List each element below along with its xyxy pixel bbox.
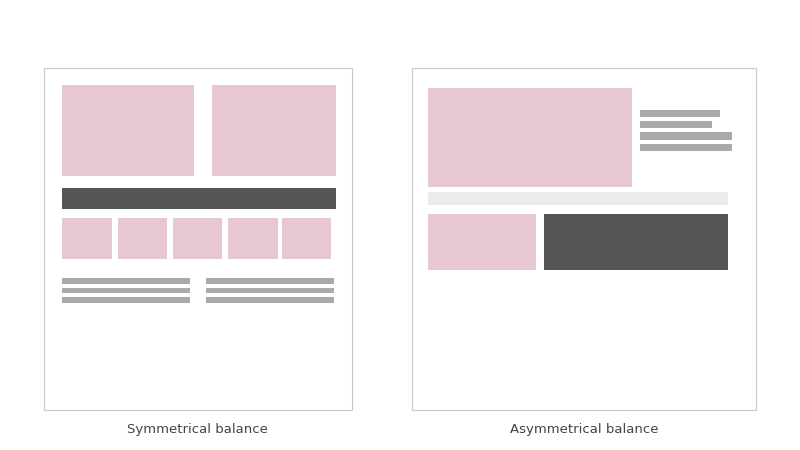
Bar bbox=[640, 110, 720, 117]
Bar bbox=[544, 214, 728, 270]
Bar bbox=[428, 214, 536, 270]
Bar bbox=[62, 86, 194, 176]
Bar bbox=[62, 188, 336, 209]
Bar bbox=[206, 288, 334, 293]
Bar bbox=[228, 218, 278, 259]
Bar bbox=[206, 278, 334, 284]
Bar bbox=[282, 218, 331, 259]
Bar bbox=[44, 68, 352, 410]
Bar bbox=[206, 297, 334, 303]
Bar bbox=[62, 297, 190, 303]
Bar bbox=[640, 132, 732, 140]
Bar bbox=[62, 218, 112, 259]
Bar bbox=[640, 144, 732, 151]
Bar bbox=[640, 121, 712, 128]
Text: Asymmetrical balance: Asymmetrical balance bbox=[510, 423, 658, 436]
Bar bbox=[173, 218, 222, 259]
Bar bbox=[212, 86, 336, 176]
Bar bbox=[118, 218, 167, 259]
Bar bbox=[62, 278, 190, 284]
Bar bbox=[428, 88, 632, 187]
Bar bbox=[428, 192, 728, 205]
Bar bbox=[412, 68, 756, 410]
Bar bbox=[62, 288, 190, 293]
Text: Symmetrical balance: Symmetrical balance bbox=[127, 423, 268, 436]
